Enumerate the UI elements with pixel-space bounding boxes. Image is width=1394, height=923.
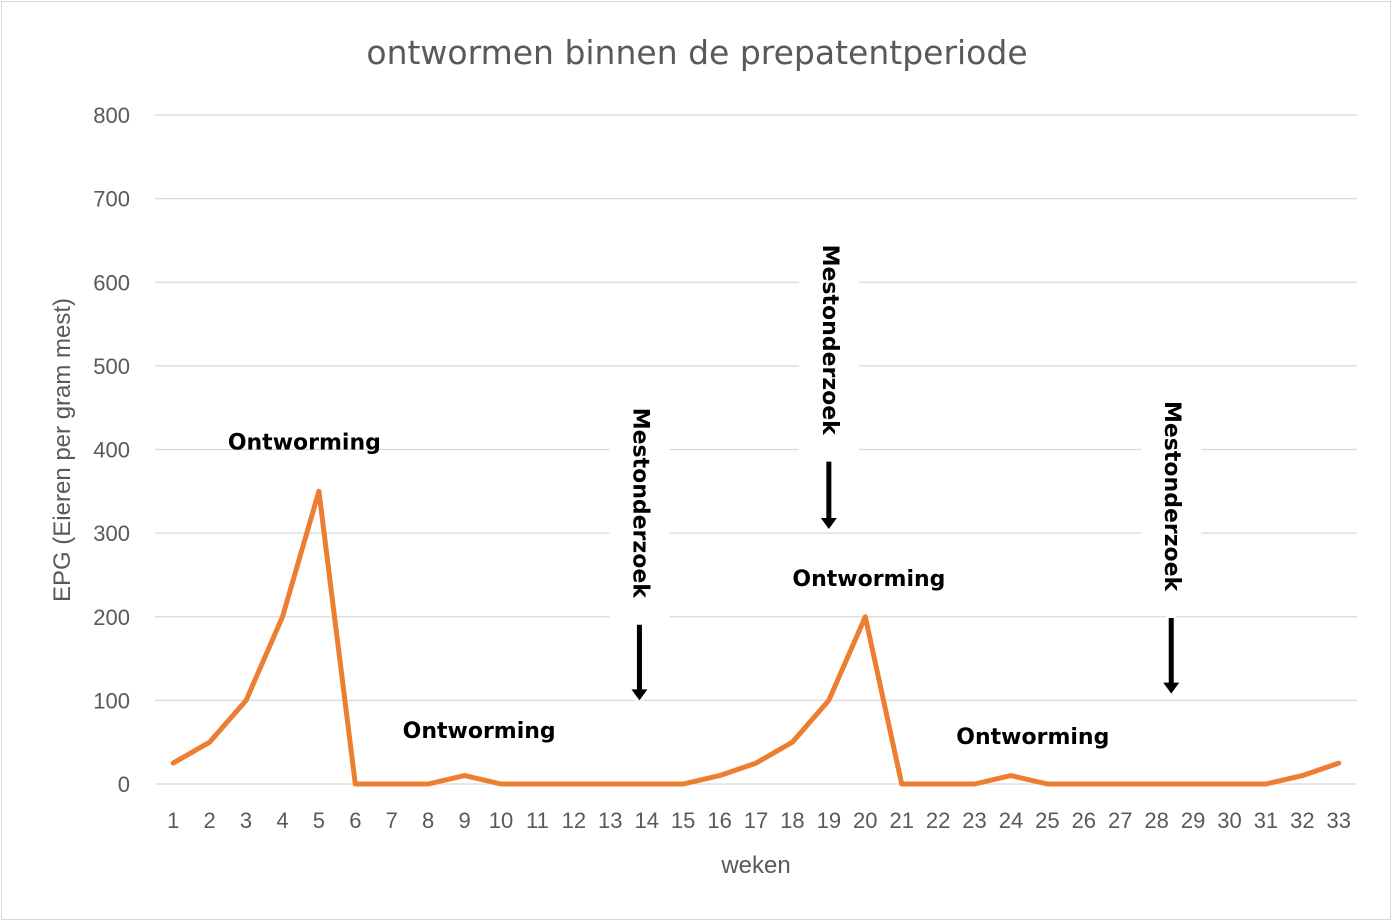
x-tick-label: 1 bbox=[167, 808, 179, 833]
annotation-ontworming: Ontworming bbox=[228, 431, 381, 456]
x-tick-label: 12 bbox=[562, 808, 586, 833]
x-tick-label: 26 bbox=[1072, 808, 1096, 833]
annotation-backdrop bbox=[798, 236, 859, 456]
x-tick-label: 24 bbox=[999, 808, 1023, 833]
series-layer bbox=[170, 488, 1342, 787]
annotation-ontworming: Ontworming bbox=[956, 725, 1109, 750]
x-tick-label: 15 bbox=[671, 808, 695, 833]
annotation-backdrop bbox=[1141, 392, 1202, 612]
y-tick-label: 0 bbox=[118, 772, 130, 797]
x-tick-label: 2 bbox=[204, 808, 216, 833]
annotation-arrow-head bbox=[1163, 682, 1180, 694]
y-tick-label: 600 bbox=[93, 270, 130, 295]
annotation-arrow-head bbox=[631, 689, 648, 701]
x-tick-label: 10 bbox=[489, 808, 513, 833]
x-tick-label: 5 bbox=[313, 808, 325, 833]
x-tick-label: 33 bbox=[1327, 808, 1351, 833]
x-tick-label: 8 bbox=[422, 808, 434, 833]
x-tick-label: 4 bbox=[276, 808, 288, 833]
annotation-ontworming: Ontworming bbox=[792, 567, 945, 592]
annotation-mestonderzoek: Mestonderzoek bbox=[817, 245, 842, 437]
annotation-ontworming: Ontworming bbox=[403, 719, 556, 744]
x-tick-label: 23 bbox=[962, 808, 986, 833]
series-line bbox=[170, 488, 1342, 787]
x-tick-label: 16 bbox=[707, 808, 731, 833]
y-tick-label: 700 bbox=[93, 187, 130, 212]
x-tick-label: 31 bbox=[1254, 808, 1278, 833]
annotation-mestonderzoek: Mestonderzoek bbox=[627, 408, 652, 600]
x-tick-label: 19 bbox=[817, 808, 841, 833]
y-tick-label: 400 bbox=[93, 438, 130, 463]
y-tick-label: 800 bbox=[93, 103, 130, 128]
y-tick-label: 200 bbox=[93, 605, 130, 630]
x-tick-label: 7 bbox=[386, 808, 398, 833]
x-tick-label: 17 bbox=[744, 808, 768, 833]
x-tick-label: 9 bbox=[458, 808, 470, 833]
x-tick-label: 18 bbox=[780, 808, 804, 833]
chart-title: ontwormen binnen de prepatentperiode bbox=[366, 33, 1027, 72]
x-tick-label: 20 bbox=[853, 808, 877, 833]
annotation-mestonderzoek: Mestonderzoek bbox=[1159, 401, 1184, 593]
x-tick-label: 13 bbox=[598, 808, 622, 833]
y-axis-label: EPG (Eieren per gram mest) bbox=[49, 298, 76, 602]
y-axis-ticks: 0 100 200 300 400 500 600 700 800 bbox=[93, 103, 130, 797]
x-tick-label: 11 bbox=[526, 808, 549, 833]
x-tick-label: 27 bbox=[1108, 808, 1132, 833]
annotation-backdrop bbox=[609, 399, 670, 619]
annotation-arrow-head bbox=[820, 517, 837, 529]
x-tick-label: 25 bbox=[1035, 808, 1059, 833]
annotation-layer: Ontworming Ontworming Ontworming Ontworming… bbox=[228, 236, 1202, 750]
x-tick-label: 30 bbox=[1217, 808, 1241, 833]
y-tick-label: 500 bbox=[93, 354, 130, 379]
x-axis-label: weken bbox=[720, 852, 790, 879]
x-tick-label: 29 bbox=[1181, 808, 1205, 833]
x-tick-label: 14 bbox=[634, 808, 658, 833]
x-tick-label: 3 bbox=[240, 808, 252, 833]
x-tick-label: 21 bbox=[889, 808, 913, 833]
y-tick-label: 300 bbox=[93, 521, 130, 546]
x-tick-label: 32 bbox=[1290, 808, 1314, 833]
x-tick-label: 6 bbox=[349, 808, 361, 833]
y-tick-label: 100 bbox=[93, 688, 130, 713]
x-tick-label: 22 bbox=[926, 808, 950, 833]
x-axis-ticks: 1 2 3 4 5 6 7 8 9 10 11 12 13 14 15 16 17 18 19 20 21 22 23 24 2… bbox=[167, 808, 1351, 833]
x-tick-label: 28 bbox=[1144, 808, 1168, 833]
